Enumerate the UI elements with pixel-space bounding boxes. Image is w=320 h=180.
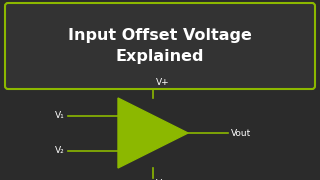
Text: V₁: V₁ — [55, 111, 65, 120]
FancyBboxPatch shape — [5, 3, 315, 89]
Polygon shape — [118, 98, 188, 168]
Text: Input Offset Voltage
Explained: Input Offset Voltage Explained — [68, 28, 252, 64]
Text: V₂: V₂ — [55, 146, 65, 155]
Text: V+: V+ — [156, 78, 170, 87]
Text: V-: V- — [156, 179, 165, 180]
Text: Vout: Vout — [231, 129, 251, 138]
